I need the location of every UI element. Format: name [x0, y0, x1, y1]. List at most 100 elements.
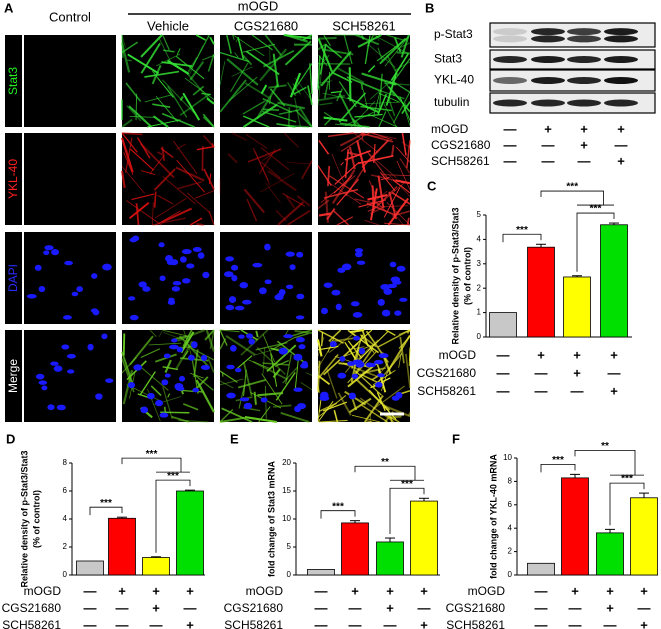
fiber — [322, 92, 352, 100]
fiber — [251, 34, 273, 51]
y-tick-label: 0 — [63, 570, 68, 579]
fiber — [294, 97, 301, 128]
fiber — [373, 34, 409, 54]
fiber — [317, 38, 333, 72]
nucleus — [358, 347, 366, 355]
nucleus — [66, 353, 76, 359]
micrograph-bg — [122, 232, 214, 324]
fiber — [336, 88, 343, 102]
nucleus — [248, 338, 255, 345]
fiber — [150, 385, 162, 397]
y-tick-label: 0 — [477, 332, 482, 341]
significance-label: *** — [100, 498, 112, 509]
condition-sign: — — [497, 365, 510, 380]
micrograph — [24, 133, 116, 225]
significance-bracket — [609, 482, 645, 526]
fiber — [120, 137, 134, 173]
fiber — [243, 188, 266, 214]
blot-band — [604, 35, 638, 43]
fiber — [400, 390, 411, 395]
bar — [563, 276, 591, 338]
condition-sign: — — [497, 347, 510, 362]
fiber — [331, 153, 345, 183]
fiber — [387, 334, 411, 371]
fiber — [266, 344, 297, 373]
fiber — [284, 124, 310, 128]
condition-sign: + — [186, 617, 194, 629]
fiber — [219, 416, 245, 423]
condition-sign: — — [315, 617, 328, 629]
y-tick-label: 8 — [63, 458, 68, 467]
fiber — [262, 334, 276, 363]
fiber — [164, 359, 172, 374]
column-label: Vehicle — [147, 18, 189, 33]
significance-bracket — [389, 487, 425, 535]
fiber — [219, 370, 238, 383]
fiber — [377, 329, 411, 348]
bar — [108, 517, 136, 576]
condition-sign: + — [640, 583, 648, 598]
y-tick-label: 10 — [503, 453, 512, 462]
nucleus — [264, 243, 271, 251]
fiber — [406, 140, 411, 169]
blot-band — [604, 99, 638, 107]
nucleus — [335, 303, 342, 311]
nucleus — [365, 362, 374, 368]
fiber — [270, 353, 278, 387]
panel-label: C — [427, 178, 437, 193]
fiber — [408, 347, 411, 367]
nucleus — [35, 373, 45, 380]
nucleus — [142, 286, 151, 292]
fiber — [376, 391, 386, 411]
fiber — [160, 411, 190, 414]
fiber — [277, 201, 304, 226]
nucleus — [301, 360, 308, 368]
fiber — [318, 419, 348, 423]
fiber — [346, 151, 362, 157]
fiber — [156, 53, 181, 67]
nucleus — [323, 282, 333, 288]
fiber — [207, 34, 214, 43]
fiber — [396, 51, 411, 55]
nucleus — [178, 375, 186, 382]
fiber — [373, 144, 376, 164]
bar — [561, 477, 589, 576]
significance-label: *** — [332, 501, 344, 512]
fiber — [379, 171, 396, 192]
fiber — [172, 140, 198, 175]
fiber — [284, 40, 312, 66]
fiber — [234, 52, 239, 58]
nucleus — [226, 364, 235, 370]
fiber — [121, 132, 143, 136]
fiber — [323, 80, 330, 99]
fiber — [301, 160, 313, 180]
fiber — [384, 81, 396, 97]
fiber — [126, 105, 142, 122]
fiber — [343, 34, 353, 65]
fiber — [283, 132, 299, 148]
fiber — [347, 340, 363, 359]
fiber — [157, 151, 163, 156]
condition-label: CGS21680 — [431, 138, 491, 152]
nucleus — [239, 282, 249, 289]
condition-sign: + — [544, 121, 552, 136]
nucleus — [197, 252, 205, 259]
blot-band — [567, 56, 601, 63]
nucleus — [180, 256, 187, 263]
fiber — [381, 174, 411, 176]
fiber — [351, 329, 373, 349]
fiber — [340, 137, 363, 152]
fiber — [354, 346, 365, 350]
fiber — [360, 404, 388, 423]
fiber — [338, 81, 357, 108]
fiber — [273, 404, 292, 408]
nucleus — [90, 308, 99, 313]
fiber — [258, 149, 276, 175]
fiber — [333, 210, 350, 226]
nucleus — [102, 263, 112, 271]
fiber — [317, 354, 339, 380]
fiber — [381, 367, 390, 391]
fiber — [333, 409, 339, 423]
fiber — [208, 210, 215, 226]
y-tick-label: 15 — [282, 486, 291, 495]
